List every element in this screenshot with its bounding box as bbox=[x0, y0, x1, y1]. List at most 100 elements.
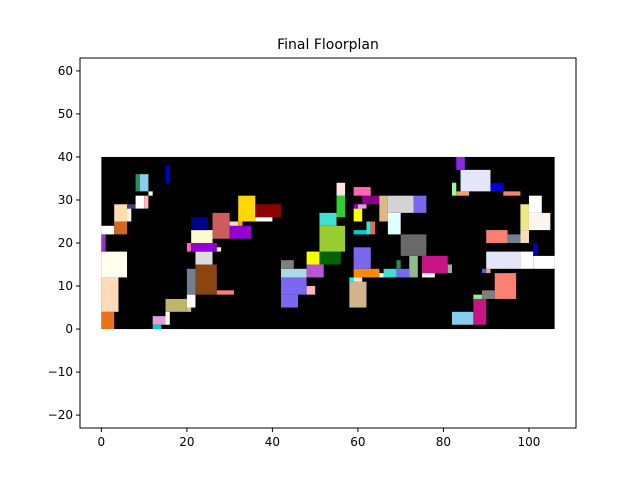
floorplan-block bbox=[520, 230, 529, 243]
floorplan-block bbox=[507, 234, 521, 243]
floorplan-block bbox=[191, 217, 209, 231]
floorplan-block bbox=[379, 273, 384, 278]
floorplan-block bbox=[135, 174, 140, 192]
floorplan-block bbox=[452, 311, 474, 325]
floorplan-block bbox=[383, 268, 397, 278]
floorplan-block bbox=[238, 195, 256, 222]
floorplan-block bbox=[319, 225, 346, 252]
floorplan-block bbox=[494, 273, 517, 299]
floorplan-block bbox=[101, 225, 115, 235]
floorplan-block bbox=[229, 225, 252, 239]
floorplan-block bbox=[520, 204, 529, 231]
x-tick-label: 80 bbox=[436, 435, 451, 449]
x-tick-label: 40 bbox=[265, 435, 280, 449]
floorplan-block bbox=[353, 230, 367, 235]
floorplan-block bbox=[353, 204, 358, 209]
floorplan-block bbox=[255, 217, 273, 222]
x-axis: 0 20 40 60 80 100 bbox=[98, 428, 541, 449]
floorplan-block bbox=[127, 204, 136, 209]
floorplan-block bbox=[306, 264, 324, 278]
floorplan-block bbox=[306, 286, 316, 295]
floorplan-block bbox=[216, 247, 222, 252]
floorplan-block bbox=[486, 230, 508, 243]
x-tick-label: 100 bbox=[518, 435, 541, 449]
floorplan-block bbox=[473, 298, 487, 325]
x-tick-label: 0 bbox=[98, 435, 106, 449]
floorplan-block bbox=[152, 316, 166, 325]
floorplan-block bbox=[528, 212, 551, 231]
floorplan-block bbox=[387, 212, 401, 235]
floorplan-block bbox=[349, 281, 367, 308]
floorplan-block bbox=[396, 260, 401, 269]
floorplan-block bbox=[400, 234, 427, 256]
floorplan-block bbox=[212, 212, 230, 239]
y-tick-label: 20 bbox=[58, 236, 73, 250]
floorplan-block bbox=[139, 174, 149, 192]
floorplan-block bbox=[135, 195, 145, 209]
floorplan-block bbox=[528, 195, 542, 213]
floorplan-block bbox=[101, 251, 128, 278]
floorplan-block bbox=[481, 268, 487, 274]
floorplan-block bbox=[229, 221, 239, 226]
floorplan-block bbox=[186, 243, 192, 252]
floorplan-block bbox=[127, 208, 132, 222]
floorplan-block bbox=[481, 290, 495, 299]
floorplan-blocks bbox=[101, 156, 555, 330]
y-tick-label: 60 bbox=[58, 64, 73, 78]
floorplan-block bbox=[486, 251, 521, 269]
floorplan-block bbox=[413, 195, 427, 213]
y-tick-label: 0 bbox=[65, 322, 73, 336]
floorplan-block bbox=[319, 251, 341, 265]
floorplan-block bbox=[447, 264, 452, 274]
floorplan-block bbox=[456, 156, 465, 170]
floorplan-block bbox=[101, 311, 115, 330]
y-axis: −20 −10 0 10 20 30 40 50 60 bbox=[48, 64, 80, 422]
floorplan-block bbox=[533, 243, 538, 256]
y-tick-label: 50 bbox=[58, 107, 73, 121]
floorplan-block bbox=[101, 277, 119, 312]
x-tick-label: 60 bbox=[350, 435, 365, 449]
floorplan-block bbox=[165, 298, 187, 312]
floorplan-block bbox=[409, 255, 418, 278]
floorplan-block bbox=[114, 204, 128, 222]
floorplan-block bbox=[353, 277, 363, 282]
floorplan-block bbox=[473, 294, 482, 299]
floorplan-block bbox=[486, 268, 491, 274]
floorplan-block bbox=[255, 204, 281, 218]
floorplan-block bbox=[238, 221, 243, 226]
floorplan-block bbox=[362, 195, 380, 205]
floorplan-block bbox=[280, 294, 299, 308]
floorplan-block bbox=[165, 165, 170, 183]
floorplan-block bbox=[370, 221, 376, 235]
y-tick-label: −20 bbox=[48, 408, 73, 422]
y-tick-label: 40 bbox=[58, 150, 73, 164]
floorplan-block bbox=[152, 324, 162, 330]
y-tick-label: 30 bbox=[58, 193, 73, 207]
floorplan-block bbox=[357, 204, 367, 209]
floorplan-block bbox=[452, 182, 457, 196]
floorplan-block bbox=[456, 191, 470, 196]
floorplan-block bbox=[186, 294, 196, 308]
floorplan-block bbox=[195, 251, 213, 265]
floorplan-block bbox=[114, 221, 128, 235]
floorplan-block bbox=[336, 182, 346, 196]
floorplan-block bbox=[191, 243, 217, 252]
floorplan-block bbox=[353, 208, 363, 222]
floorplan-block bbox=[366, 221, 371, 235]
floorplan-block bbox=[503, 191, 521, 196]
floorplan-block bbox=[336, 195, 346, 218]
y-tick-label: −10 bbox=[48, 365, 73, 379]
floorplan-block bbox=[101, 234, 106, 252]
floorplan-block bbox=[520, 251, 534, 269]
floorplan-block bbox=[379, 195, 388, 222]
floorplan-block bbox=[195, 264, 217, 295]
floorplan-block bbox=[280, 260, 294, 269]
floorplan-block bbox=[460, 169, 491, 192]
chart-title: Final Floorplan bbox=[277, 37, 379, 53]
floorplan-block bbox=[396, 268, 410, 278]
floorplan-block bbox=[353, 187, 371, 196]
x-tick-label: 20 bbox=[179, 435, 194, 449]
floorplan-block bbox=[353, 247, 371, 269]
floorplan-block bbox=[422, 255, 448, 274]
